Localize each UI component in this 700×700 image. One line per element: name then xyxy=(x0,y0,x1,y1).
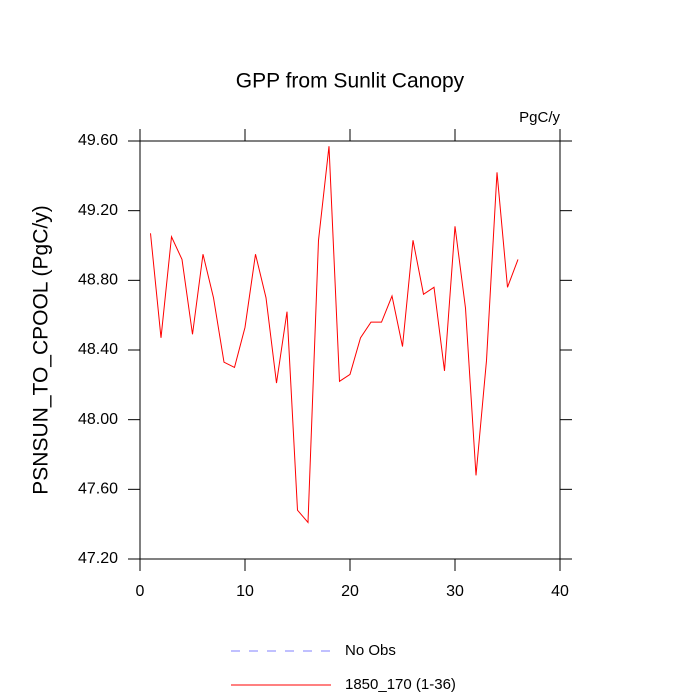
y-tick-label: 48.80 xyxy=(78,272,118,289)
y-axis-label: PSNSUN_TO_CPOOL (PgC/y) xyxy=(30,205,53,494)
y-tick-label: 49.20 xyxy=(78,202,118,219)
legend-label: No Obs xyxy=(345,642,396,659)
y-tick-label: 47.20 xyxy=(78,550,118,567)
units-label: PgC/y xyxy=(519,109,560,126)
legend-label: 1850_170 (1-36) xyxy=(345,676,456,693)
x-tick-label: 0 xyxy=(136,583,145,600)
x-tick-label: 20 xyxy=(341,583,359,600)
y-tick-label: 48.40 xyxy=(78,341,118,358)
x-tick-label: 10 xyxy=(236,583,254,600)
x-tick-label: 40 xyxy=(551,583,569,600)
x-tick-label: 30 xyxy=(446,583,464,600)
y-tick-label: 49.60 xyxy=(78,132,118,149)
data-line xyxy=(150,146,519,524)
chart-title: GPP from Sunlit Canopy xyxy=(236,70,465,93)
y-tick-label: 48.00 xyxy=(78,411,118,428)
plot-frame xyxy=(139,140,561,560)
y-tick-label: 47.60 xyxy=(78,481,118,498)
